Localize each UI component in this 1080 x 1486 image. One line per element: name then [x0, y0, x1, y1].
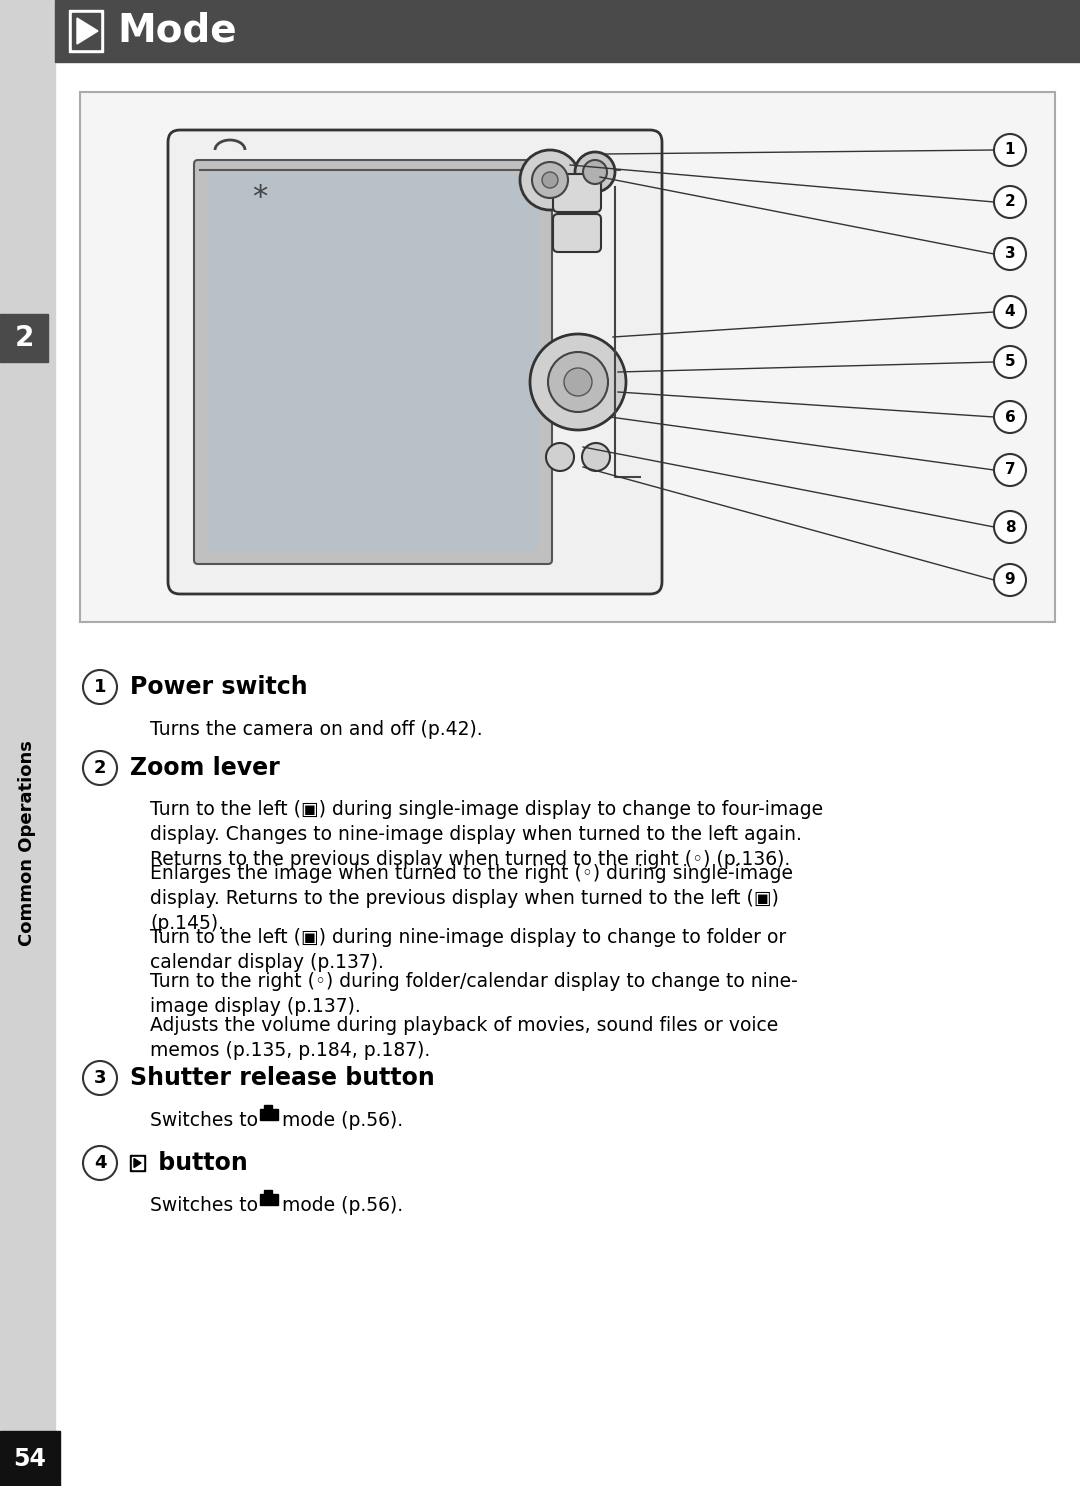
Circle shape — [994, 134, 1026, 166]
Bar — [264, 1106, 272, 1110]
Circle shape — [530, 334, 626, 429]
Text: 1: 1 — [1004, 143, 1015, 158]
Text: 6: 6 — [1004, 410, 1015, 425]
Circle shape — [542, 172, 558, 189]
Circle shape — [546, 443, 573, 471]
Polygon shape — [134, 1159, 141, 1168]
Bar — [260, 1109, 279, 1120]
Circle shape — [994, 401, 1026, 432]
Text: mode (p.56).: mode (p.56). — [282, 1112, 403, 1129]
Text: 7: 7 — [1004, 462, 1015, 477]
Text: Power switch: Power switch — [130, 675, 308, 698]
Text: 9: 9 — [1004, 572, 1015, 587]
Circle shape — [83, 1146, 117, 1180]
Circle shape — [83, 750, 117, 785]
Bar — [260, 1193, 279, 1205]
Circle shape — [564, 369, 592, 395]
Text: 1: 1 — [94, 678, 106, 695]
Text: mode (p.56).: mode (p.56). — [282, 1196, 403, 1216]
Text: *: * — [253, 183, 268, 211]
Text: Enlarges the image when turned to the right (◦) during single-image
display. Ret: Enlarges the image when turned to the ri… — [150, 863, 793, 933]
Text: button: button — [150, 1152, 247, 1175]
Circle shape — [83, 670, 117, 704]
Circle shape — [532, 162, 568, 198]
Bar — [264, 1190, 272, 1195]
Text: 5: 5 — [1004, 355, 1015, 370]
Text: Turns the camera on and off (p.42).: Turns the camera on and off (p.42). — [150, 721, 483, 739]
Text: Switches to: Switches to — [150, 1112, 258, 1129]
Text: 2: 2 — [1004, 195, 1015, 210]
Bar — [0, 0, 55, 1486]
Bar — [208, 174, 538, 550]
FancyBboxPatch shape — [168, 129, 662, 594]
Bar — [0, 314, 48, 363]
Text: 3: 3 — [1004, 247, 1015, 262]
Circle shape — [575, 152, 615, 192]
Text: 3: 3 — [94, 1068, 106, 1086]
Bar — [132, 1158, 143, 1169]
FancyBboxPatch shape — [553, 214, 600, 253]
Circle shape — [583, 160, 607, 184]
Text: Mode: Mode — [117, 12, 237, 51]
Circle shape — [994, 511, 1026, 542]
Text: 54: 54 — [14, 1446, 46, 1471]
Bar — [0, 1431, 60, 1486]
Text: Switches to: Switches to — [150, 1196, 258, 1216]
FancyBboxPatch shape — [553, 174, 600, 212]
Bar — [55, 0, 1080, 62]
Bar — [72, 13, 100, 49]
Circle shape — [548, 352, 608, 412]
Circle shape — [994, 565, 1026, 596]
Text: 4: 4 — [94, 1155, 106, 1172]
Bar — [80, 92, 1055, 623]
Text: 4: 4 — [1004, 305, 1015, 319]
Bar — [130, 1155, 145, 1171]
Text: Turn to the left (▣) during nine-image display to change to folder or
calendar d: Turn to the left (▣) during nine-image d… — [150, 927, 786, 972]
FancyBboxPatch shape — [194, 160, 552, 565]
Text: Shutter release button: Shutter release button — [130, 1065, 435, 1091]
Text: 2: 2 — [14, 324, 33, 352]
Text: Zoom lever: Zoom lever — [130, 756, 280, 780]
Text: 2: 2 — [94, 759, 106, 777]
Text: 8: 8 — [1004, 520, 1015, 535]
Polygon shape — [77, 18, 98, 45]
Text: Adjusts the volume during playback of movies, sound files or voice
memos (p.135,: Adjusts the volume during playback of mo… — [150, 1016, 779, 1060]
Circle shape — [994, 455, 1026, 486]
Circle shape — [83, 1061, 117, 1095]
Circle shape — [519, 150, 580, 210]
Circle shape — [994, 186, 1026, 218]
Circle shape — [994, 296, 1026, 328]
Bar — [69, 10, 103, 52]
Circle shape — [582, 443, 610, 471]
Text: Turn to the left (▣) during single-image display to change to four-image
display: Turn to the left (▣) during single-image… — [150, 799, 823, 869]
Text: Common Operations: Common Operations — [18, 740, 37, 947]
Circle shape — [994, 238, 1026, 270]
Circle shape — [994, 346, 1026, 377]
Text: Turn to the right (◦) during folder/calendar display to change to nine-
image di: Turn to the right (◦) during folder/cale… — [150, 972, 798, 1016]
